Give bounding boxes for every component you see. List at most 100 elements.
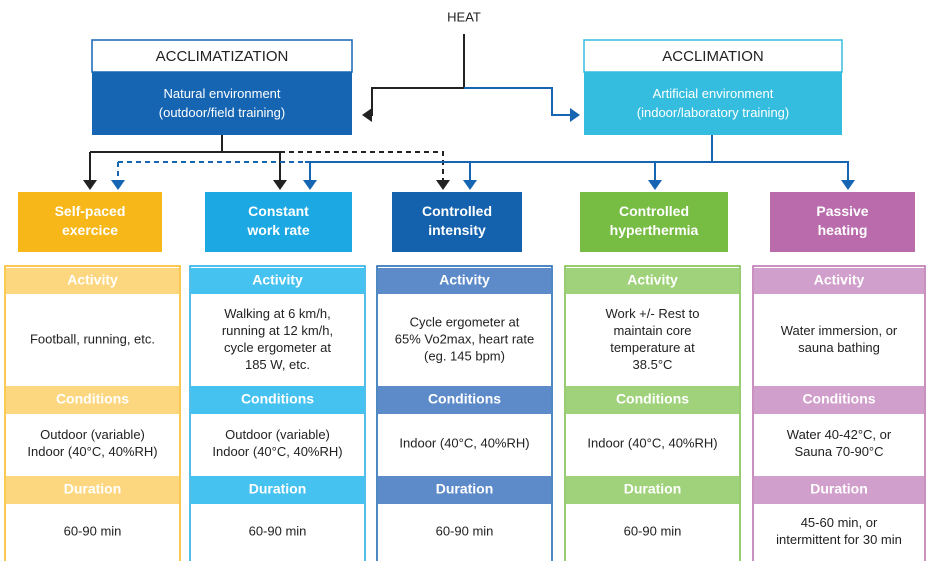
row-header: [191, 386, 364, 414]
arrowhead: [648, 180, 662, 190]
method-label: exercice: [62, 222, 118, 238]
env-text: (outdoor/field training): [159, 105, 285, 120]
artificial-links: [305, 135, 849, 180]
cell-text: 38.5°C: [633, 357, 673, 372]
method-box: [770, 192, 915, 252]
cell-text: Indoor (40°C, 40%RH): [27, 444, 157, 459]
cell-text: maintain core: [613, 323, 691, 338]
cell-text: Indoor (40°C, 40%RH): [587, 435, 717, 450]
cell-text: Work +/- Rest to: [605, 306, 699, 321]
arrowhead: [362, 108, 372, 122]
row-header-label: Conditions: [802, 391, 875, 407]
method-box: [580, 192, 728, 252]
row-header: [378, 386, 551, 414]
row-header: [191, 268, 364, 294]
row-header-label: Activity: [252, 272, 303, 288]
method-label: Passive: [816, 203, 868, 219]
heat-arrow-left: [368, 34, 465, 116]
row-header-label: Conditions: [56, 391, 129, 407]
cell-text: 45-60 min, or: [801, 515, 878, 530]
connectors: [89, 34, 849, 180]
cell-text: 60-90 min: [64, 523, 122, 538]
method-label: work rate: [246, 222, 309, 238]
row-header-label: Activity: [439, 272, 490, 288]
arrowhead: [273, 180, 287, 190]
row-header: [566, 476, 739, 504]
heat-arrow-right: [464, 87, 572, 116]
row-header: [566, 268, 739, 294]
arrowhead: [303, 180, 317, 190]
method-label: Controlled: [619, 203, 689, 219]
env-title: ACCLIMATIZATION: [156, 48, 289, 65]
row-header: [191, 476, 364, 504]
cell-text: running at 12 km/h,: [222, 323, 333, 338]
row-header-label: Duration: [249, 481, 307, 497]
method-label: hyperthermia: [610, 222, 699, 238]
env-body-box: [92, 72, 352, 135]
row-header: [566, 386, 739, 414]
row-header-label: Conditions: [241, 391, 314, 407]
cell-text: 60-90 min: [436, 523, 494, 538]
natural-dashed-link: [280, 151, 444, 180]
method-label: intensity: [428, 222, 486, 238]
cell-text: temperature at: [610, 340, 695, 355]
cell-text: Indoor (40°C, 40%RH): [212, 444, 342, 459]
method-box: [18, 192, 162, 252]
env-title: ACCLIMATION: [662, 48, 763, 65]
row-header: [754, 476, 924, 504]
row-header: [6, 476, 179, 504]
arrowhead: [111, 180, 125, 190]
row-header-label: Duration: [64, 481, 122, 497]
row-header-label: Duration: [624, 481, 682, 497]
row-header: [378, 476, 551, 504]
row-header-label: Activity: [627, 272, 678, 288]
arrowhead: [83, 180, 97, 190]
cell-text: (eg. 145 bpm): [424, 348, 505, 363]
cell-text: Water 40-42°C, or: [787, 427, 892, 442]
heat-label: HEAT: [447, 9, 481, 24]
env-text: Artificial environment: [653, 86, 774, 101]
cell-text: Water immersion, or: [781, 323, 898, 338]
arrowheads: [83, 108, 855, 190]
env-header-box: [583, 39, 843, 73]
method-label: Constant: [248, 203, 309, 219]
method-label: heating: [818, 222, 868, 238]
method-box: [205, 192, 352, 252]
method-box: [392, 192, 522, 252]
method-label: Self-paced: [55, 203, 126, 219]
cell-text: Outdoor (variable): [40, 427, 145, 442]
cell-text: intermittent for 30 min: [776, 532, 902, 547]
cell-text: Walking at 6 km/h,: [224, 306, 330, 321]
cell-text: cycle ergometer at: [224, 340, 331, 355]
row-header-label: Conditions: [428, 391, 501, 407]
row-header-label: Duration: [436, 481, 494, 497]
env-text: (indoor/laboratory training): [637, 105, 789, 120]
row-header-label: Activity: [67, 272, 118, 288]
cell-text: Cycle ergometer at: [410, 314, 520, 329]
row-header-label: Conditions: [616, 391, 689, 407]
arrowhead: [463, 180, 477, 190]
row-header-label: Activity: [814, 272, 865, 288]
cell-text: Football, running, etc.: [30, 331, 155, 346]
row-header: [754, 268, 924, 294]
cell-text: 185 W, etc.: [245, 357, 310, 372]
env-header-box: [91, 39, 353, 73]
arrowhead: [841, 180, 855, 190]
cell-text: sauna bathing: [798, 340, 880, 355]
method-label: Controlled: [422, 203, 492, 219]
cell-text: 60-90 min: [624, 523, 682, 538]
row-header: [378, 268, 551, 294]
artificial-dashed-link: [117, 161, 305, 180]
arrowhead: [570, 108, 580, 122]
row-header-label: Duration: [810, 481, 868, 497]
row-header: [6, 386, 179, 414]
row-header: [6, 268, 179, 294]
cell-text: 60-90 min: [249, 523, 307, 538]
env-body-box: [584, 72, 842, 135]
cell-text: Indoor (40°C, 40%RH): [399, 435, 529, 450]
cell-text: Outdoor (variable): [225, 427, 330, 442]
arrowhead: [436, 180, 450, 190]
cell-text: 65% Vo2max, heart rate: [395, 331, 534, 346]
row-header: [754, 386, 924, 414]
